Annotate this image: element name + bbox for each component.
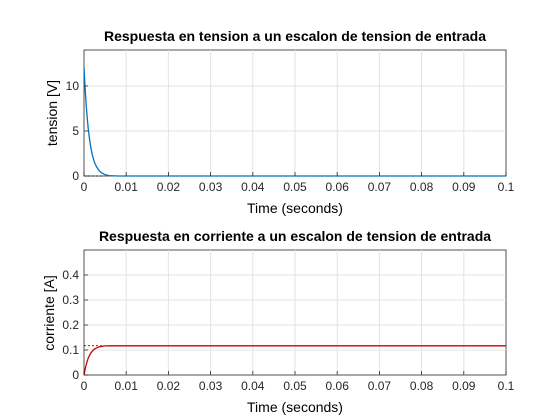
y-tick-label: 5 (72, 124, 79, 138)
y-tick-label: 0.4 (62, 268, 79, 282)
y-axis-label: tension [V] (44, 80, 60, 146)
x-tick-label: 0.04 (241, 180, 265, 194)
x-tick-label: 0.02 (157, 379, 181, 393)
x-tick-label: 0.03 (199, 379, 223, 393)
x-axis-label: Time (seconds) (247, 399, 343, 415)
grid (84, 250, 506, 375)
series-layer (83, 67, 506, 177)
y-tick-label: 0.3 (62, 293, 79, 307)
x-tick-label: 0.09 (452, 379, 476, 393)
x-tick-label: 0.1 (498, 379, 515, 393)
y-tick-label: 0 (72, 169, 79, 183)
x-tick-label: 0.07 (368, 180, 392, 194)
series-line (83, 345, 506, 376)
y-tick-label: 0.1 (62, 343, 79, 357)
y-tick-label: 0.2 (62, 318, 79, 332)
y-tick-label: 0 (72, 368, 79, 382)
chart-title: Respuesta en corriente a un escalon de t… (99, 228, 491, 244)
series-layer (83, 345, 506, 376)
x-tick-label: 0.06 (326, 379, 350, 393)
x-tick-label: 0.05 (283, 379, 307, 393)
x-tick-label: 0.1 (498, 180, 515, 194)
x-tick-label: 0.08 (410, 379, 434, 393)
x-tick-label: 0 (81, 379, 88, 393)
x-tick-label: 0.01 (115, 180, 139, 194)
voltage-step-response-chart: Respuesta en tension a un escalon de ten… (44, 28, 515, 216)
x-tick-label: 0.01 (115, 379, 139, 393)
x-tick-label: 0.07 (368, 379, 392, 393)
x-tick-label: 0.09 (452, 180, 476, 194)
y-ticks: 0 5 10 (66, 79, 88, 183)
grid (84, 50, 506, 176)
x-tick-label: 0.02 (157, 180, 181, 194)
chart-title: Respuesta en tension a un escalon de ten… (104, 28, 486, 44)
series-line (83, 67, 506, 177)
x-tick-label: 0.05 (283, 180, 307, 194)
x-tick-label: 0 (81, 180, 88, 194)
x-tick-label: 0.03 (199, 180, 223, 194)
x-tick-label: 0.08 (410, 180, 434, 194)
x-ticks: 0 0.01 0.02 0.03 0.04 0.05 0.06 0.07 0.08 0.09 0.1 (81, 371, 515, 393)
x-axis-label: Time (seconds) (247, 200, 343, 216)
x-ticks: 0 0.01 0.02 0.03 0.04 0.05 0.06 0.07 0.08 0.09 0.1 (81, 172, 515, 194)
y-axis-label: corriente [A] (41, 275, 57, 350)
x-tick-label: 0.04 (241, 379, 265, 393)
y-ticks: 0 0.1 0.2 0.3 0.4 (62, 268, 88, 382)
current-step-response-chart: Respuesta en corriente a un escalon de t… (41, 228, 515, 415)
y-tick-label: 10 (66, 79, 80, 93)
x-tick-label: 0.06 (326, 180, 350, 194)
